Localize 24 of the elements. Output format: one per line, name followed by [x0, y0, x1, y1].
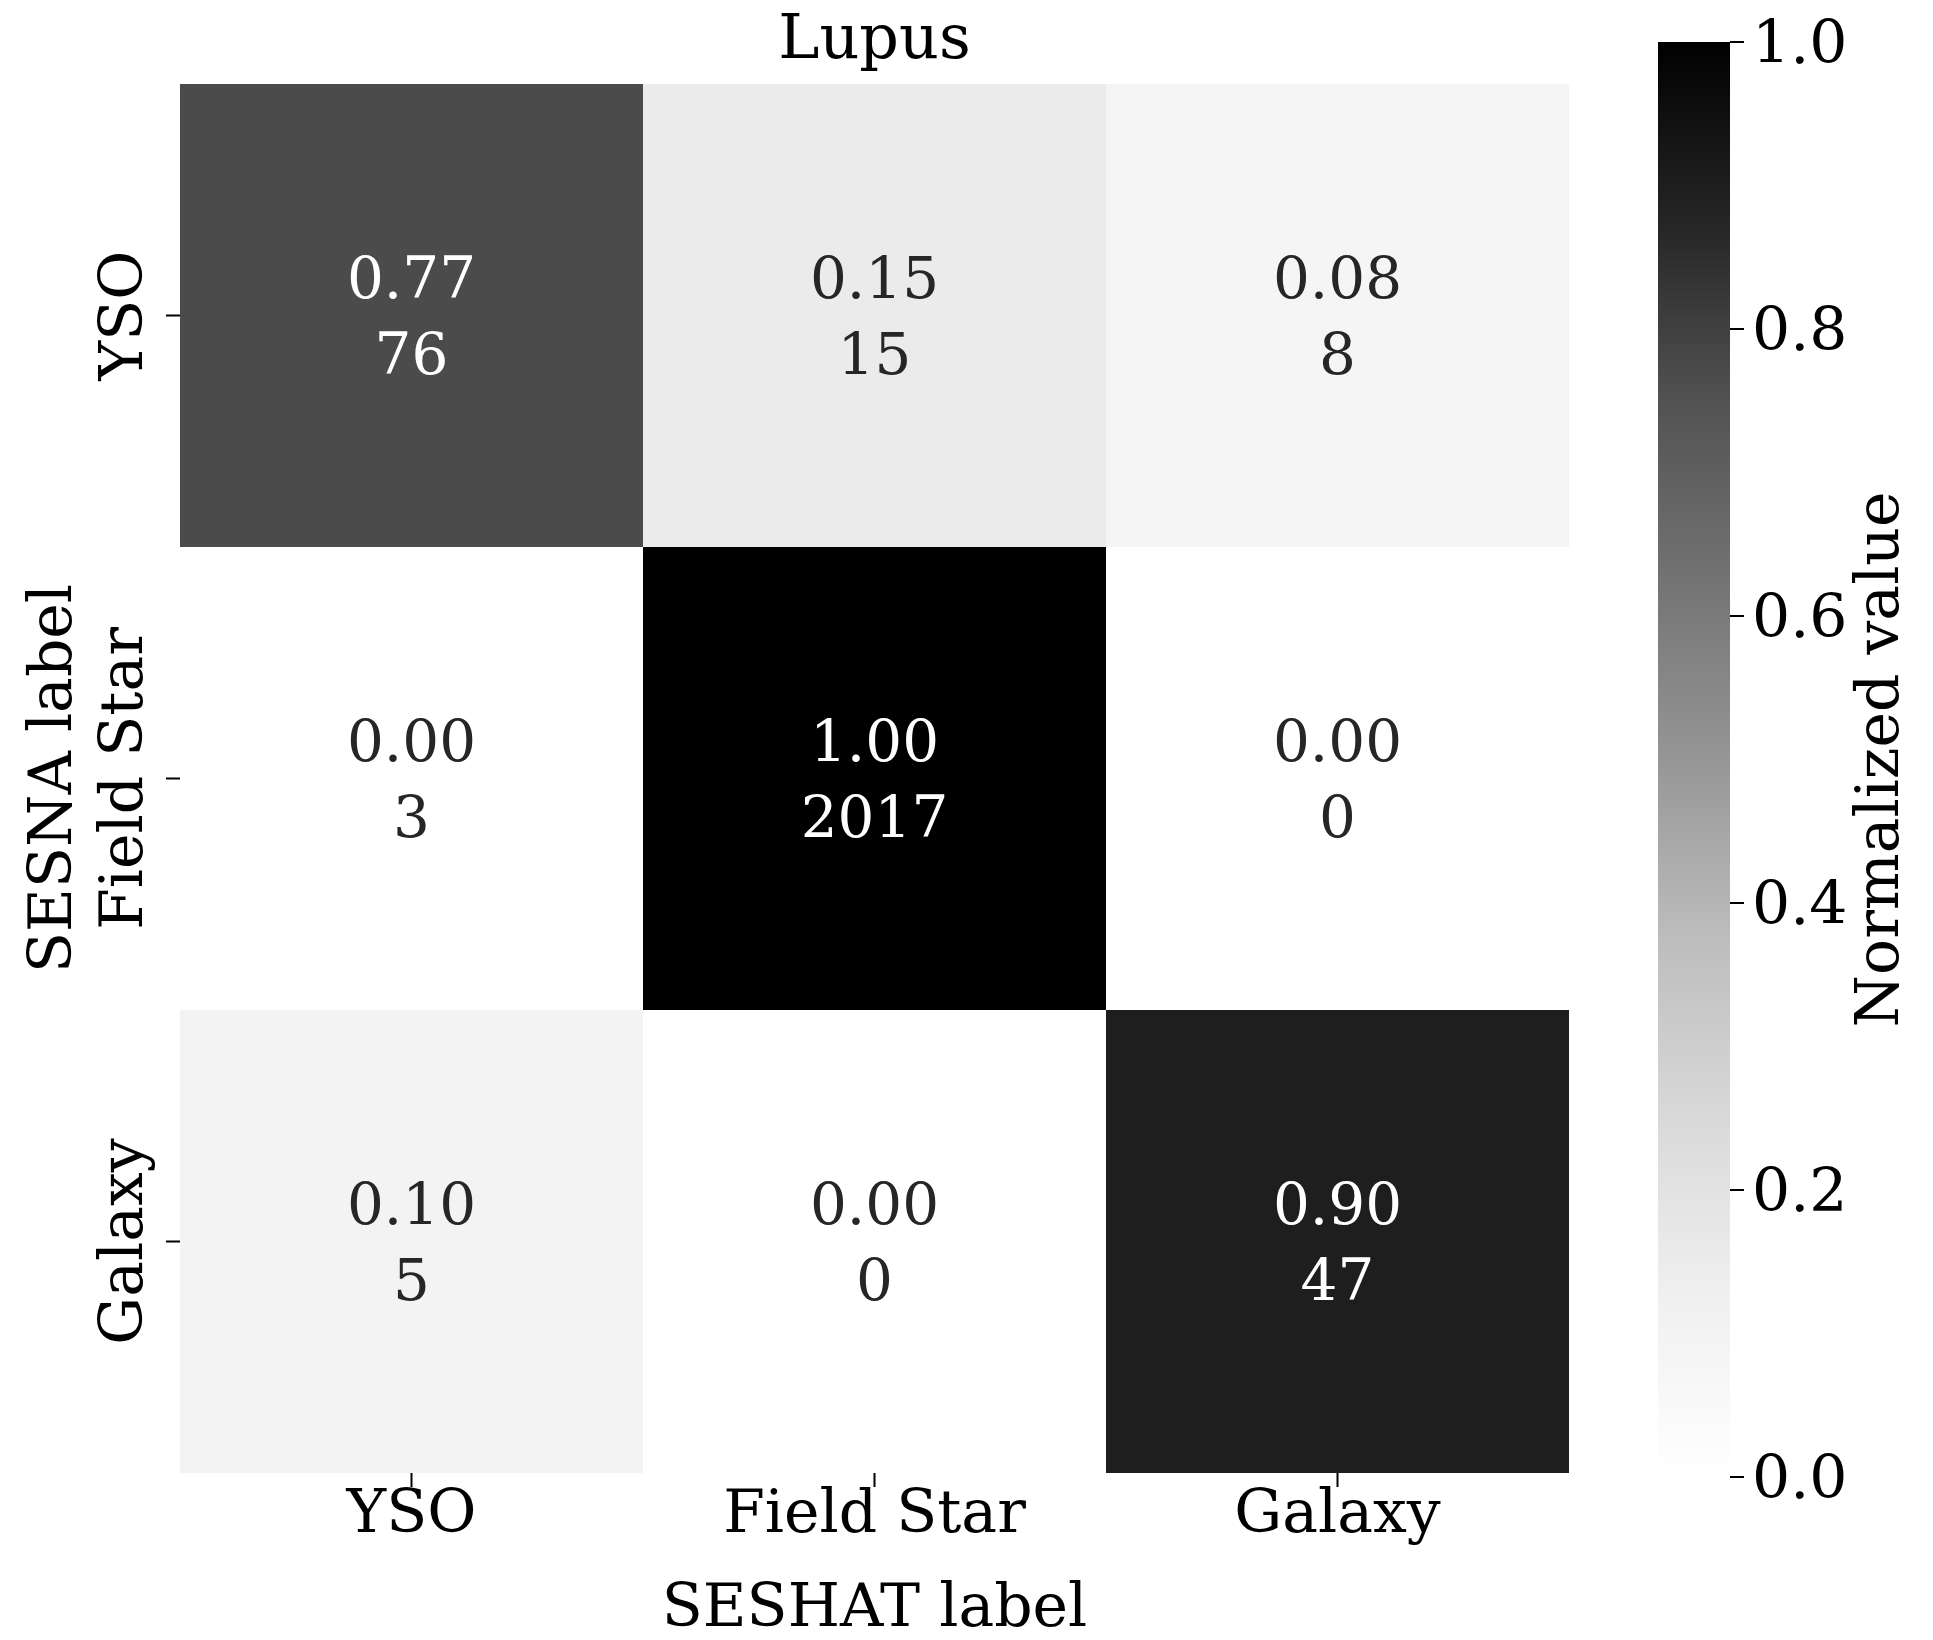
y-axis-title: SESNA label	[15, 584, 86, 973]
data-label: 1.00 2017	[800, 706, 949, 851]
data-label: 0.08 8	[1272, 243, 1403, 388]
data-label: 0.00 3	[346, 706, 477, 851]
color-bar-label: 0.2	[1752, 1155, 1848, 1225]
x-tick-label: YSO	[345, 1475, 477, 1546]
data-label: 0.77 76	[346, 243, 477, 388]
data-label: 0.15 15	[809, 243, 940, 388]
y-tick-label: YSO	[86, 250, 156, 382]
data-label: 0.00 0	[1272, 706, 1403, 851]
data-label: 0.00 0	[809, 1169, 940, 1314]
color-bar-label: 1.0	[1752, 7, 1848, 77]
chart-title: Lupus	[778, 0, 971, 73]
x-axis-title: SESHAT label	[661, 1570, 1088, 1640]
color-bar-label: 0.0	[1752, 1442, 1848, 1512]
data-label: 0.90 47	[1272, 1169, 1403, 1314]
y-tick-label: Field Star	[86, 626, 156, 930]
data-label: 0.10 5	[346, 1169, 477, 1314]
y-tick-label: Galaxy	[86, 1138, 156, 1345]
x-tick-label: Field Star	[723, 1475, 1027, 1546]
color-bar-label: 0.4	[1752, 868, 1848, 938]
color-bar-label: 0.8	[1752, 294, 1848, 364]
x-tick-label: Galaxy	[1234, 1475, 1441, 1546]
color-bar-label: 0.6	[1752, 581, 1848, 651]
